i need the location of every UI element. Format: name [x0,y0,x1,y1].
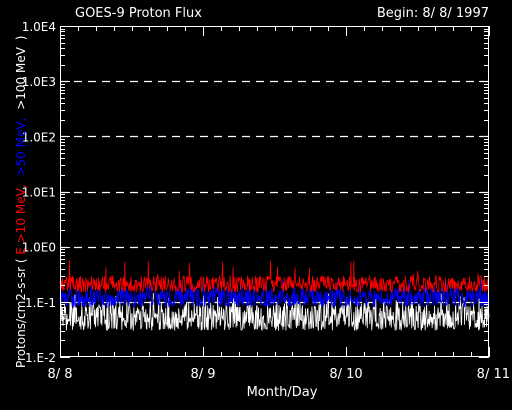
series-line [59,279,490,309]
y-tick-label: 1.0E3 [22,75,56,89]
y-tick-label: 1.E-1 [25,296,56,310]
series-lines [59,260,490,332]
y-tick-label: 1.E-2 [25,351,56,365]
x-tick-label: 8/ 11 [477,367,510,382]
y-axis-label: Protons/cm2-s-sr ( E >10 MeV, >50 MeV, >… [14,36,28,368]
y-tick-label: 1.0E0 [22,241,56,255]
x-tick-label: 8/ 8 [47,367,72,382]
series-line [59,260,490,294]
y-axis-label-series-3: >100 MeV [14,46,28,110]
x-axis-label: Month/Day [247,385,318,400]
y-axis-label-series-2: >50 MeV, [14,118,28,177]
axes [60,26,490,358]
y-tick-label: 1.0E1 [22,186,56,200]
y-axis-label-series-1: E >10 MeV, [14,184,28,254]
chart-subtitle: Begin: 8/ 8/ 1997 [377,6,489,21]
x-tick-labels: 8/ 8 8/ 9 8/ 10 8/ 11 [47,367,510,382]
series-line [59,292,490,332]
chart-title: GOES-9 Proton Flux [75,6,202,21]
y-axis-label-paren-close: ) [14,36,28,41]
x-tick-label: 8/ 9 [190,367,215,382]
y-tick-label: 1.0E2 [22,130,56,144]
plot-frame [60,26,489,357]
y-tick-labels: 1.E-2 1.E-1 1.0E0 1.0E1 1.0E2 1.0E3 1.0E4 [22,20,56,365]
y-tick-label: 1.0E4 [22,20,56,34]
y-axis-label-paren-open: ( [14,258,28,263]
x-tick-label: 8/ 10 [329,367,362,382]
y-axis-label-prefix: Protons/cm2-s-sr [14,267,28,368]
